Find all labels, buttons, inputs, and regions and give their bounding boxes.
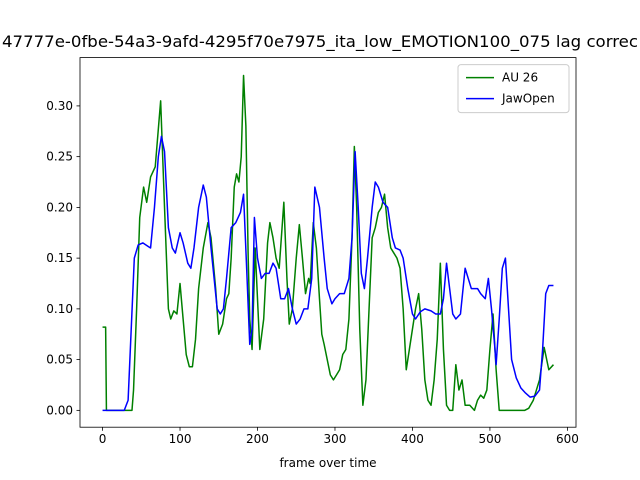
y-tick-label: 0.00 <box>46 403 73 417</box>
y-tick-label: 0.15 <box>46 251 73 265</box>
y-tick-label: 0.30 <box>46 99 73 113</box>
x-axis-label: frame over time <box>279 456 376 470</box>
y-tick-label: 0.10 <box>46 302 73 316</box>
x-tick-label: 400 <box>401 432 424 446</box>
x-tick-label: 500 <box>478 432 501 446</box>
series-line <box>102 74 555 412</box>
x-tick-label: 300 <box>324 432 347 446</box>
x-tick-label: 600 <box>556 432 579 446</box>
x-tick-label: 200 <box>246 432 269 446</box>
chart-title: 47777e-0fbe-54a3-9afd-4295f70e7975_ita_l… <box>2 32 638 52</box>
series-line <box>102 135 554 412</box>
y-tick-label: 0.25 <box>46 150 73 164</box>
legend-box <box>457 64 570 114</box>
axes-frame <box>79 57 577 428</box>
y-tick-label: 0.05 <box>46 353 73 367</box>
y-tick-label: 0.20 <box>46 200 73 214</box>
x-tick-label: 100 <box>169 432 192 446</box>
legend-label: AU 26 <box>502 71 538 85</box>
x-tick-label: 0 <box>99 432 107 446</box>
legend-label: JawOpen <box>501 92 555 106</box>
